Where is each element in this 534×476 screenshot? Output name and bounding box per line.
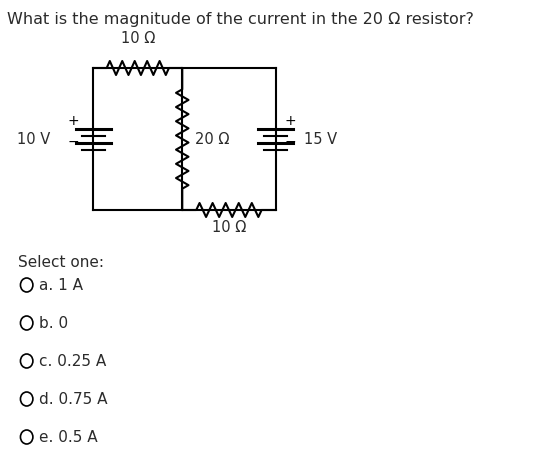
Text: a. 1 A: a. 1 A <box>39 278 83 292</box>
Text: −: − <box>68 135 80 149</box>
Text: What is the magnitude of the current in the 20 Ω resistor?: What is the magnitude of the current in … <box>7 12 474 27</box>
Text: c. 0.25 A: c. 0.25 A <box>39 354 106 368</box>
Text: +: + <box>68 114 80 128</box>
Text: 10 Ω: 10 Ω <box>212 220 246 235</box>
Text: 15 V: 15 V <box>304 131 337 147</box>
Text: −: − <box>285 135 296 149</box>
Text: 10 Ω: 10 Ω <box>121 31 155 46</box>
Text: d. 0.75 A: d. 0.75 A <box>39 391 108 407</box>
Text: +: + <box>285 114 296 128</box>
Text: b. 0: b. 0 <box>39 316 68 330</box>
Text: Select one:: Select one: <box>18 255 104 270</box>
Text: e. 0.5 A: e. 0.5 A <box>39 429 98 445</box>
Text: 10 V: 10 V <box>18 131 51 147</box>
Text: 20 Ω: 20 Ω <box>195 131 229 147</box>
